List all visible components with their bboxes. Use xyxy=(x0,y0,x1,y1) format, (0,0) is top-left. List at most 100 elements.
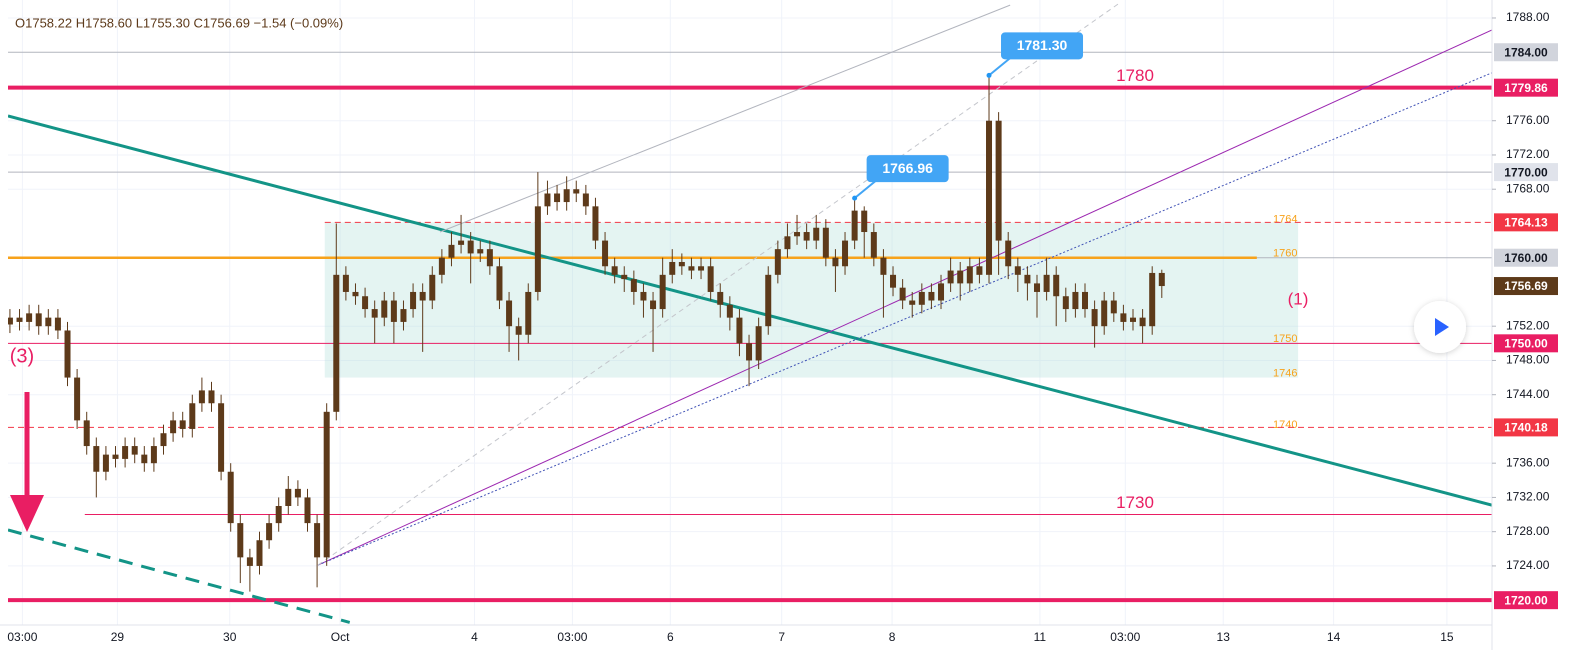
price-tag xyxy=(1494,418,1558,437)
play-icon[interactable] xyxy=(1435,318,1449,336)
candle-body xyxy=(16,317,23,322)
candle-body xyxy=(208,390,215,404)
candle-body xyxy=(630,279,637,292)
price-tag-label: 1779.86 xyxy=(1504,81,1548,95)
callout-pointer xyxy=(853,179,878,199)
x-tick-label: 15 xyxy=(1440,630,1454,644)
candle-body xyxy=(45,317,52,327)
x-tick-label: 30 xyxy=(223,630,237,644)
candle-body xyxy=(275,505,282,524)
candle-body xyxy=(1043,274,1050,292)
x-tick-label: 03:00 xyxy=(557,630,587,644)
price-tag-label: 1750.00 xyxy=(1504,336,1548,350)
candle-body xyxy=(1014,266,1021,275)
price-tag-label: 1760.00 xyxy=(1504,251,1548,265)
price-tag xyxy=(1494,78,1558,97)
candle-body xyxy=(54,317,61,331)
candle-body xyxy=(170,420,177,434)
candle-body xyxy=(160,433,167,447)
candle-body xyxy=(688,266,695,271)
price-tag-label: 1740.18 xyxy=(1504,421,1548,435)
candle-body xyxy=(640,291,647,301)
trendline xyxy=(8,528,351,624)
candle-body xyxy=(246,557,253,566)
candle-body xyxy=(1005,240,1012,267)
trendline xyxy=(317,2,1120,566)
candle-body xyxy=(995,120,1002,241)
play-button[interactable] xyxy=(1414,301,1466,353)
candle-body xyxy=(1082,291,1089,310)
trendline xyxy=(439,4,1011,233)
candle-body xyxy=(880,257,887,275)
candle-body xyxy=(870,232,877,258)
ohlc-legend: O1758.22 H1758.60 L1755.30 C1756.69 −1.5… xyxy=(15,15,343,30)
axes: 03:00 29 30 Oct 4 03:00 6 7 8 11 03:00 13 14 15 1788.0… xyxy=(7,10,1558,644)
candle-body xyxy=(592,206,599,241)
candle-body xyxy=(438,257,445,275)
candle-body xyxy=(707,266,714,292)
candle-body xyxy=(64,330,71,378)
candle-body xyxy=(746,343,753,361)
y-tick-label: 1752.00 xyxy=(1506,318,1550,332)
candle-body xyxy=(285,488,292,506)
y-tick-label: 1728.00 xyxy=(1506,524,1550,538)
candle-body xyxy=(35,313,42,327)
price-tag xyxy=(1494,591,1558,610)
candle-body xyxy=(26,313,33,322)
candle-body xyxy=(410,291,417,310)
level-text: 1780 xyxy=(1116,66,1154,85)
trendline xyxy=(317,72,1492,566)
candle-body xyxy=(938,283,945,301)
candle-body xyxy=(717,291,724,305)
x-tick-label: Oct xyxy=(331,630,350,644)
callout-point xyxy=(852,195,858,201)
price-tag xyxy=(1494,163,1558,182)
wave-label: (1) xyxy=(1288,289,1309,308)
candle-body xyxy=(1120,313,1127,322)
candle-body xyxy=(554,193,561,203)
callout-box xyxy=(1001,32,1084,60)
candle-body xyxy=(189,403,196,429)
candle-body xyxy=(986,120,993,275)
candle-body xyxy=(323,411,330,558)
candle-body xyxy=(602,240,609,267)
candle-body xyxy=(947,270,954,284)
candle-body xyxy=(141,454,148,464)
zone-label: 1760 xyxy=(1273,248,1297,260)
x-tick-label: 8 xyxy=(889,630,896,644)
candle-body xyxy=(678,261,685,267)
price-tag-label: 1720.00 xyxy=(1504,593,1548,607)
candle-body xyxy=(736,317,743,344)
candle-body xyxy=(390,300,397,322)
x-tick-label: 11 xyxy=(1034,630,1047,644)
candle-body xyxy=(861,210,868,233)
candle-body xyxy=(765,274,772,327)
wave-label: (3) xyxy=(10,345,34,367)
candle-body xyxy=(726,304,733,318)
candle-body xyxy=(342,274,349,292)
callout-pointer xyxy=(988,56,1012,77)
price-tag xyxy=(1494,248,1558,267)
candle-body xyxy=(467,240,474,254)
candle-body xyxy=(659,274,666,310)
candle-body xyxy=(150,446,157,464)
candle-body xyxy=(122,446,129,459)
candle-body xyxy=(563,189,570,203)
price-tag-label: 1756.69 xyxy=(1504,279,1548,293)
candle-body xyxy=(1110,300,1117,314)
callout-box xyxy=(866,155,949,183)
candle-body xyxy=(371,309,378,318)
candle-body xyxy=(227,471,234,524)
candle-body xyxy=(256,540,263,566)
candle-body xyxy=(534,206,541,292)
candle-body xyxy=(842,240,849,267)
price-tag xyxy=(1494,277,1558,296)
candle-body xyxy=(352,291,359,297)
candle-body xyxy=(573,189,580,194)
x-tick-label: 6 xyxy=(667,630,674,644)
zone-label: 1746 xyxy=(1273,367,1297,379)
x-tick-label: 29 xyxy=(111,630,125,644)
candle-body xyxy=(448,244,455,258)
candle-body xyxy=(1024,274,1031,284)
